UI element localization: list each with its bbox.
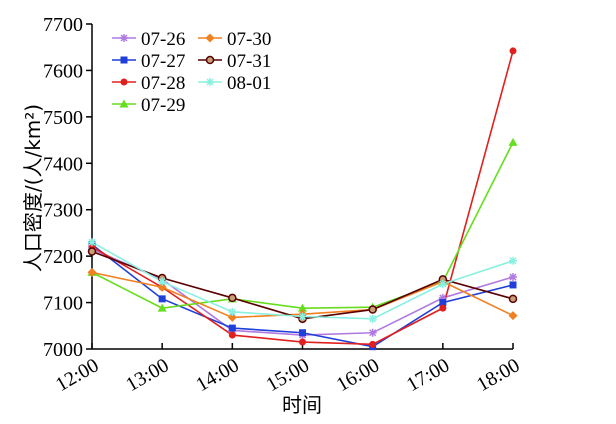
y-tick-label: 7000	[43, 339, 83, 361]
data-point-07-29	[298, 303, 307, 312]
data-point-07-31	[508, 294, 518, 304]
legend-label: 07-29	[141, 95, 185, 116]
x-tick-label: 16:00	[333, 354, 383, 396]
data-point-07-26	[509, 273, 517, 282]
legend-swatch-marker	[205, 55, 215, 65]
x-tick-label: 17:00	[403, 354, 453, 396]
series-markers	[87, 47, 518, 351]
x-tick-label: 13:00	[122, 354, 172, 396]
x-axis-title: 时间	[282, 393, 322, 417]
data-point-07-27	[228, 324, 236, 332]
data-point-07-29	[508, 137, 518, 146]
x-tick-label: 18:00	[473, 354, 523, 396]
data-point-07-26	[368, 328, 377, 337]
data-point-08-01	[88, 238, 96, 247]
data-point-07-27	[158, 295, 166, 303]
legend-label: 07-30	[227, 29, 271, 50]
data-point-08-01	[509, 256, 517, 265]
y-ticks: 7000 7100 7200 7300 7400 7500 7600 7700	[43, 14, 92, 361]
data-point-07-30	[508, 311, 518, 321]
y-tick-label: 7200	[43, 246, 83, 268]
legend-label: 08-01	[227, 73, 271, 94]
data-point-07-30	[227, 312, 237, 322]
data-point-07-31	[368, 305, 377, 314]
data-point-07-27	[509, 281, 517, 289]
data-point-07-28	[439, 304, 447, 312]
data-point-07-28	[299, 338, 306, 346]
data-point-07-31	[87, 247, 97, 256]
data-point-07-29	[157, 303, 167, 312]
data-point-07-30	[87, 267, 97, 277]
data-point-08-01	[438, 280, 447, 288]
legend-swatch-marker	[206, 78, 214, 86]
legend-swatch-marker	[205, 33, 215, 43]
legend-swatch-marker	[120, 34, 128, 42]
legend-label: 07-28	[141, 73, 185, 94]
legend-label: 07-31	[227, 51, 271, 72]
data-point-08-01	[228, 307, 237, 316]
y-tick-label: 7100	[43, 293, 83, 315]
legend-swatch-marker	[120, 78, 128, 86]
data-point-07-30	[157, 282, 167, 292]
y-tick-label: 7500	[43, 107, 83, 129]
y-axis-title: 人口密度/(人/km²)	[21, 104, 45, 272]
legend-label: 07-26	[141, 29, 185, 50]
y-tick-label: 7700	[43, 14, 83, 36]
data-point-07-27	[439, 299, 447, 307]
legend-label: 07-27	[141, 51, 185, 72]
data-point-07-28	[228, 331, 236, 339]
data-point-08-01	[368, 314, 377, 323]
y-tick-label: 7300	[43, 200, 83, 222]
y-tick-label: 7600	[43, 60, 83, 82]
legend-swatch-marker	[120, 56, 128, 64]
data-point-07-31	[228, 293, 237, 303]
data-point-07-27	[299, 329, 306, 337]
x-ticks: 12:00 13:00 14:00 15:00 16:00 17:00 18:00	[52, 343, 524, 396]
data-point-07-26	[438, 293, 447, 302]
legend-swatch-marker	[119, 99, 129, 108]
x-tick-label: 15:00	[263, 354, 313, 396]
data-point-08-01	[158, 277, 167, 286]
x-tick-label: 14:00	[192, 354, 242, 396]
data-point-07-28	[369, 340, 377, 348]
data-point-07-28	[509, 47, 517, 55]
y-tick-label: 7400	[43, 153, 83, 175]
data-point-08-01	[298, 312, 307, 321]
